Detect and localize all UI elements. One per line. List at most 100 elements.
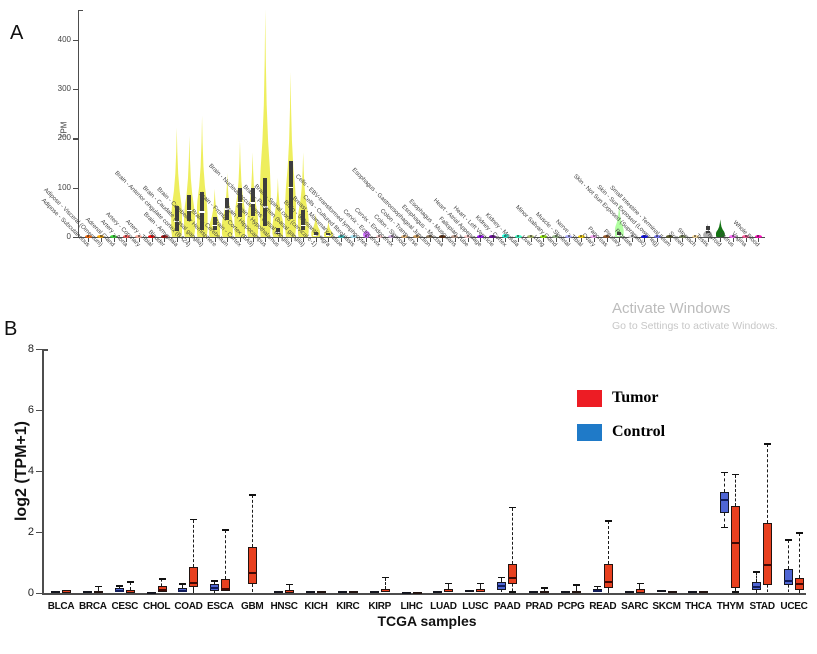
x-tick <box>176 238 178 242</box>
lower-whisker <box>193 586 195 593</box>
box <box>62 590 71 593</box>
y-tick-label: 100 <box>57 182 71 192</box>
y-tick <box>36 593 42 595</box>
category-label: THCA <box>685 601 712 612</box>
small-violin-median-dot <box>453 235 456 237</box>
y-tick <box>73 187 78 189</box>
category-label: PRAD <box>525 601 553 612</box>
upper-whisker <box>543 588 545 591</box>
category-label: STAD <box>749 601 775 612</box>
lower-whisker-cap <box>721 526 729 529</box>
y-axis-line <box>78 10 80 238</box>
x-tick <box>543 238 545 242</box>
upper-whisker-cap <box>541 587 549 590</box>
upper-whisker-cap <box>604 520 612 522</box>
upper-whisker <box>500 577 502 583</box>
x-tick <box>353 238 355 242</box>
small-violin-median-dot <box>542 235 545 237</box>
upper-whisker <box>161 579 163 587</box>
category-label: LUAD <box>430 601 457 612</box>
lower-whisker <box>724 512 726 527</box>
box <box>274 591 284 594</box>
x-tick <box>151 238 153 242</box>
x-tick <box>581 238 583 242</box>
box <box>157 586 167 593</box>
median-line <box>795 583 804 586</box>
median-line <box>603 581 613 584</box>
upper-whisker <box>639 583 641 590</box>
panel-a-plot-area: 0 100 200 300 400 Adipose - Subcutaneous Adipo… <box>40 9 765 248</box>
x-tick <box>442 238 444 242</box>
upper-whisker-cap <box>572 584 580 586</box>
category-label: KIRP <box>368 601 392 612</box>
x-tick <box>568 238 570 242</box>
x-tick <box>758 238 760 242</box>
small-violin-median-dot <box>529 235 532 237</box>
upper-whisker-cap <box>636 582 644 585</box>
median-line <box>763 563 773 566</box>
x-tick <box>277 238 279 242</box>
y-axis-top-cap <box>78 10 83 12</box>
violin-inner-box <box>313 232 318 236</box>
violin-inner-box <box>187 194 192 222</box>
upper-whisker-cap <box>593 585 601 588</box>
y-tick-label: 6 <box>27 404 34 416</box>
legend: Tumor Control <box>577 389 665 457</box>
violin-inner-box <box>250 188 255 217</box>
violin-inner-box <box>200 191 205 230</box>
box <box>529 590 539 593</box>
category-label: GBM <box>241 601 264 612</box>
small-violin-median-dot <box>479 235 482 237</box>
x-tick <box>214 238 216 242</box>
x-tick <box>518 238 520 242</box>
box <box>720 491 730 513</box>
box <box>444 589 454 593</box>
violin-body <box>715 219 725 237</box>
lower-whisker <box>766 585 768 593</box>
violin-median-line <box>275 231 281 233</box>
lower-whisker <box>511 583 513 592</box>
x-tick <box>227 238 229 242</box>
small-violin-median-dot <box>415 235 418 237</box>
small-violin-median-dot <box>694 235 697 237</box>
box <box>540 590 550 593</box>
violin-body <box>272 177 284 237</box>
violin-body <box>196 115 208 237</box>
x-tick <box>593 238 595 242</box>
lower-whisker <box>755 589 757 593</box>
upper-whisker-cap <box>764 443 772 446</box>
small-violin-median-dot <box>668 235 671 237</box>
violin-median-line <box>199 211 205 213</box>
y-tick-label: 300 <box>57 84 71 94</box>
box <box>699 591 709 594</box>
category-label: THYM <box>716 601 744 612</box>
box <box>348 590 358 593</box>
x-tick <box>619 238 621 242</box>
small-violin-median-dot <box>491 235 494 237</box>
panel-b-plot-area: 0 2 4 6 8 BLCA BRCA CESC CHOL COAD ESCA GBM HNSC KICH… <box>0 340 817 654</box>
violin-inner-box <box>237 188 242 218</box>
x-tick <box>164 238 166 242</box>
small-violin-median-dot <box>125 235 128 237</box>
upper-whisker <box>448 583 450 590</box>
upper-whisker <box>798 532 800 579</box>
box <box>571 590 581 593</box>
x-tick <box>100 238 102 242</box>
panel-b-letter: B <box>4 318 18 340</box>
small-violin-median-dot <box>403 235 406 237</box>
violin-body <box>311 213 321 237</box>
upper-whisker <box>480 583 482 590</box>
lower-whisker-cap <box>509 591 517 594</box>
upper-whisker <box>787 539 789 569</box>
upper-whisker <box>607 521 609 564</box>
box <box>688 590 698 593</box>
category-label: BRCA <box>79 601 107 612</box>
small-violin-median-dot <box>517 235 520 237</box>
y-tick-label: 400 <box>57 34 71 44</box>
upper-whisker-cap <box>477 582 485 585</box>
y-tick <box>36 532 42 534</box>
lower-whisker <box>251 583 253 593</box>
x-tick <box>454 238 456 242</box>
small-violin-median-dot <box>150 235 153 237</box>
violin-body <box>171 127 183 237</box>
